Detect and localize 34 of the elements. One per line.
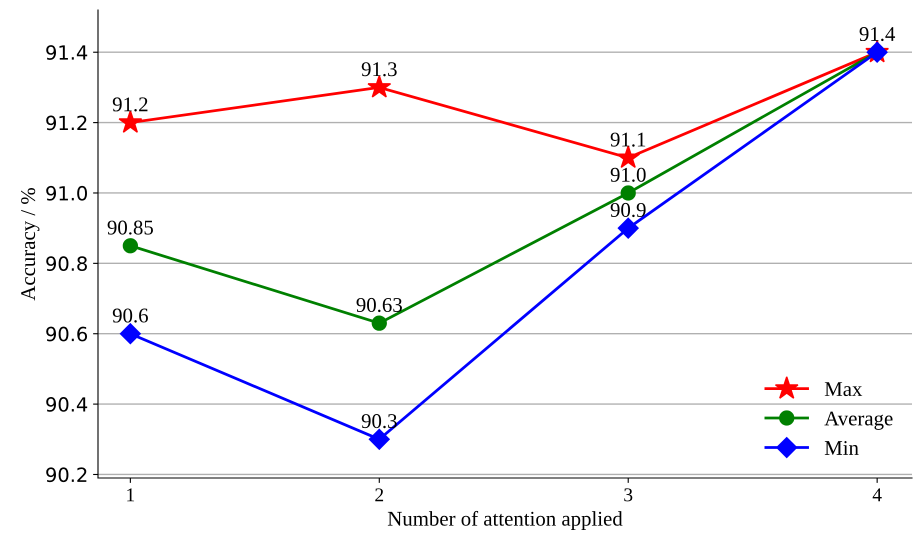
point <box>620 185 636 201</box>
y-tick-label: 90.2 <box>46 467 86 482</box>
point <box>372 316 387 331</box>
point <box>367 74 392 98</box>
point <box>120 323 141 344</box>
point <box>118 110 142 133</box>
legend-label: Average <box>824 412 893 430</box>
x-tick-label: 2 <box>375 488 384 502</box>
x-axis-title: Number of attention applied <box>388 510 622 530</box>
y-tick-label: 90.8 <box>46 256 87 272</box>
legend-label: Max <box>824 382 862 396</box>
point <box>368 428 390 450</box>
legend-label: Min <box>824 441 859 455</box>
data-label: 90.63 <box>356 298 402 312</box>
data-label: 91.4 <box>860 27 896 42</box>
y-tick-label: 90.6 <box>46 326 88 342</box>
data-label: 90.3 <box>362 414 397 428</box>
data-label: 90.85 <box>108 220 153 235</box>
y-tick-label: 91.0 <box>46 186 87 201</box>
y-tick-label: 91.4 <box>46 45 88 60</box>
x-tick-label: 4 <box>872 488 882 502</box>
y-axis-title: Accuracy / % <box>21 188 40 300</box>
y-tick-label: 90.4 <box>46 397 88 412</box>
point <box>122 238 138 254</box>
data-label: 91.0 <box>610 168 646 182</box>
y-tick-label: 91.2 <box>46 116 86 130</box>
point <box>618 218 639 239</box>
data-label: 91.2 <box>112 97 148 112</box>
data-label: 91.3 <box>362 62 397 76</box>
data-label: 90.6 <box>112 308 148 323</box>
x-tick-label: 3 <box>624 488 632 502</box>
x-tick-label: 1 <box>127 488 134 502</box>
data-label: 91.1 <box>610 132 646 147</box>
data-label: 90.9 <box>610 202 646 218</box>
